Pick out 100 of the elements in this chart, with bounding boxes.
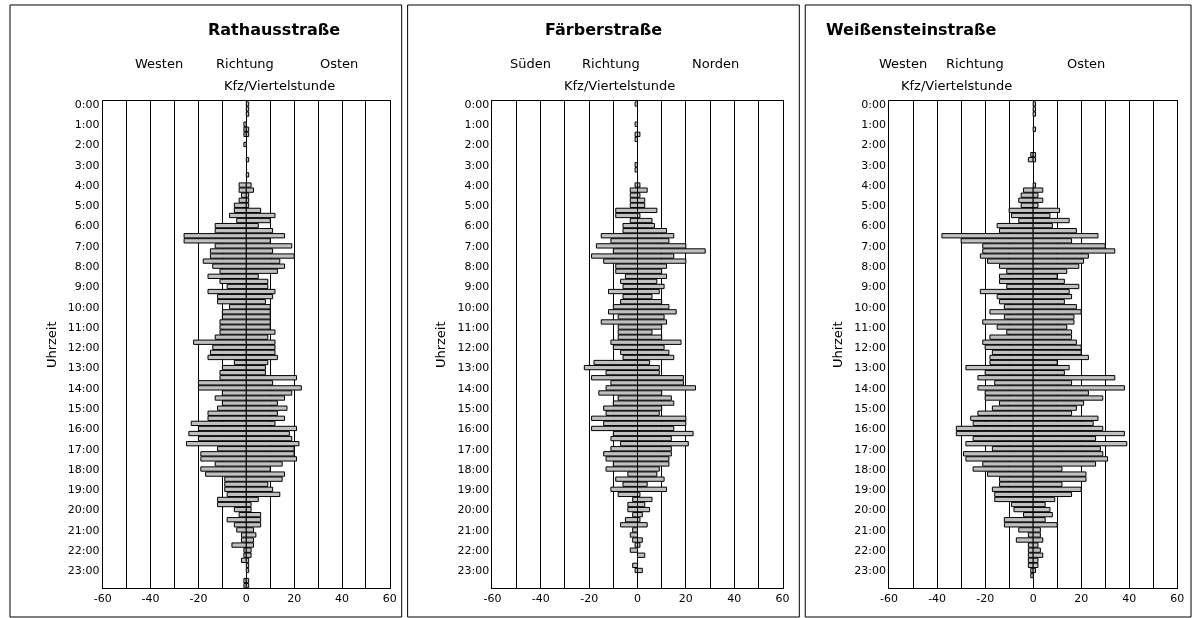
x-tick-label: 0 [1029,592,1037,606]
y-tick-label: 23:00 [854,564,886,578]
text: Süden [510,56,551,71]
x-tick-label: 20 [287,592,302,606]
y-tick-label: 10:00 [67,300,100,314]
x-tick-label: -20 [580,592,599,606]
y-tick-label: 6:00 [74,219,100,233]
x-tick-label: 60 [775,592,790,606]
x-tick-label: 60 [382,592,397,606]
y-tick-label: 20:00 [854,503,886,517]
y-tick-label: 21:00 [854,523,886,537]
x-tick-label: 40 [335,592,349,606]
y-tick-label: 16:00 [457,422,490,436]
y-tick-label: 11:00 [854,320,886,334]
y-tick-label: 4:00 [861,178,886,192]
y-tick-label: 23:00 [67,564,100,578]
y-tick-label: 3:00 [861,158,886,172]
x-tick-label: -60 [93,592,112,606]
text: Norden [692,56,740,71]
y-tick-label: 5:00 [464,199,490,213]
x-tick-label: 40 [727,592,742,606]
y-tick-label: 13:00 [457,361,490,375]
y-tick-label: 17:00 [854,442,886,456]
y-tick-label: 7:00 [74,239,100,253]
y-tick-label: 11:00 [457,320,490,334]
x-tick-label: 60 [1170,592,1185,606]
y-tick-label: 8:00 [464,260,490,274]
x-tick-label: 0 [634,592,642,606]
y-tick-label: 12:00 [457,341,490,355]
y-tick-label: 3:00 [74,158,100,172]
y-tick-label: 15:00 [457,402,490,416]
x-tick-label: -60 [483,592,502,606]
y-tick-label: 19:00 [457,483,490,497]
y-tick-label: 14:00 [67,381,100,395]
y-tick-label: 9:00 [861,280,886,294]
y-axis-title: Uhrzeit [433,321,449,369]
x-tick-label: -20 [976,592,995,606]
y-tick-label: 10:00 [457,300,490,314]
y-tick-label: 9:00 [464,280,490,294]
y-tick-label: 21:00 [67,523,100,537]
chart-title: Weißensteinstraße [826,20,997,39]
y-tick-label: 8:00 [861,260,886,274]
y-tick-label: 4:00 [74,178,100,192]
y-tick-label: 17:00 [67,442,100,456]
y-tick-label: 12:00 [854,341,886,355]
x-tick-label: -40 [928,592,947,606]
y-tick-label: 20:00 [67,503,100,517]
y-tick-label: 18:00 [854,462,886,476]
y-tick-label: 6:00 [464,219,490,233]
x-tick-label: -20 [189,592,208,606]
chart-title: Färberstraße [545,20,663,39]
x-tick-label: -40 [531,592,550,606]
y-tick-label: 22:00 [67,544,100,558]
y-tick-label: 16:00 [67,422,100,436]
text: Kfz/Viertelstunde [901,78,1013,93]
y-tick-label: 19:00 [67,483,100,497]
y-tick-label: 7:00 [464,239,490,253]
y-tick-label: 4:00 [464,178,490,192]
y-tick-label: 9:00 [74,280,100,294]
y-tick-label: 1:00 [861,118,886,132]
y-tick-label: 0:00 [861,97,886,111]
y-tick-label: 0:00 [464,97,490,111]
y-tick-label: 2:00 [74,138,100,152]
y-tick-label: 1:00 [464,118,490,132]
y-tick-label: 18:00 [67,462,100,476]
y-tick-label: 10:00 [854,300,886,314]
y-tick-label: 15:00 [67,402,100,416]
y-tick-label: 0:00 [74,97,100,111]
text: Richtung [582,56,640,71]
y-tick-label: 13:00 [67,361,100,375]
text: Kfz/Viertelstunde [224,78,336,93]
y-tick-label: 17:00 [457,442,490,456]
y-tick-label: 5:00 [74,199,100,213]
text: Richtung [216,56,274,71]
y-axis-title: Uhrzeit [830,321,846,369]
y-tick-label: 7:00 [861,239,886,253]
y-tick-label: 5:00 [861,199,886,213]
y-tick-label: 8:00 [74,260,100,274]
y-tick-label: 22:00 [854,544,886,558]
y-tick-label: 14:00 [457,381,490,395]
x-tick-label: 0 [242,592,250,606]
text: Kfz/Viertelstunde [564,78,676,93]
y-tick-label: 3:00 [464,158,490,172]
y-tick-label: 11:00 [67,320,100,334]
y-tick-label: 2:00 [861,138,886,152]
x-tick-label: 20 [678,592,693,606]
y-tick-label: 13:00 [854,361,886,375]
y-tick-label: 2:00 [464,138,490,152]
x-tick-label: 20 [1074,592,1089,606]
y-tick-label: 16:00 [854,422,886,436]
x-tick-label: -60 [880,592,899,606]
y-tick-label: 22:00 [457,544,490,558]
y-tick-label: 21:00 [457,523,490,537]
text: Westen [879,56,928,71]
y-tick-label: 20:00 [457,503,490,517]
y-tick-label: 1:00 [74,118,100,132]
text: Osten [1067,56,1106,71]
y-tick-label: 12:00 [67,341,100,355]
y-axis-title: Uhrzeit [43,321,59,369]
text: Osten [320,56,359,71]
